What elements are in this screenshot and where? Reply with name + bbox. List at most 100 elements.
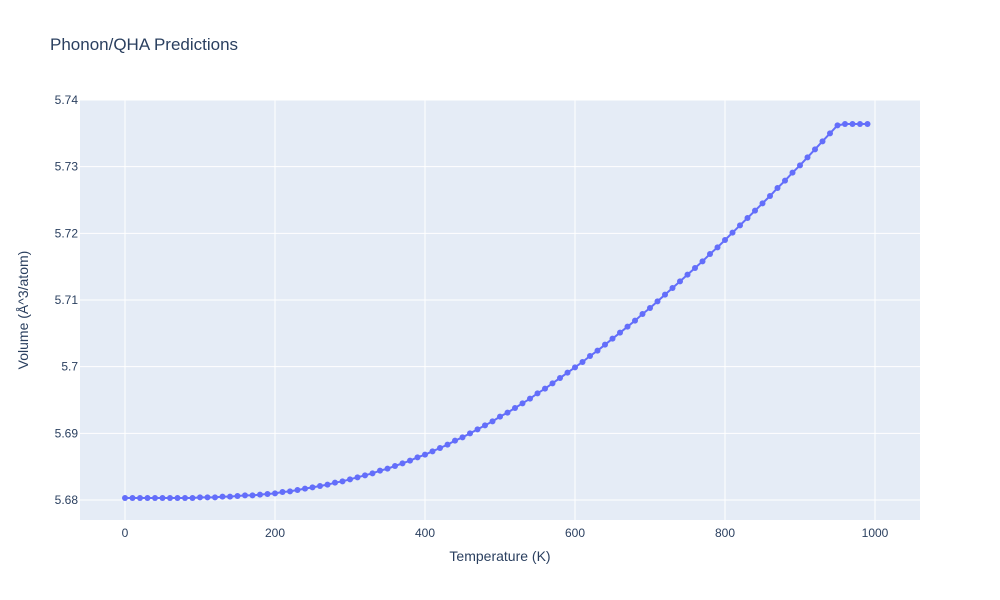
data-point xyxy=(849,121,856,127)
data-point xyxy=(534,390,541,397)
data-point xyxy=(137,495,143,501)
data-point xyxy=(744,215,751,221)
data-point xyxy=(474,426,481,433)
y-tick-label: 5.68 xyxy=(55,493,79,507)
data-point xyxy=(129,495,136,501)
data-point xyxy=(279,489,286,495)
x-tick-label: 1000 xyxy=(862,526,889,540)
data-point xyxy=(857,121,863,127)
x-tick-label: 800 xyxy=(715,526,735,540)
data-point xyxy=(332,479,338,486)
data-point xyxy=(257,491,263,498)
data-point xyxy=(587,353,593,359)
data-point xyxy=(827,130,833,137)
data-point xyxy=(354,474,361,481)
data-point xyxy=(789,169,796,176)
x-tick-label: 400 xyxy=(415,526,435,540)
data-point xyxy=(797,162,803,169)
data-point xyxy=(122,495,128,501)
data-point xyxy=(189,495,196,501)
x-axis-title: Temperature (K) xyxy=(449,548,550,564)
data-point xyxy=(309,484,316,491)
data-point xyxy=(294,487,301,493)
data-point xyxy=(602,341,608,348)
data-point xyxy=(729,229,736,236)
data-point xyxy=(639,311,646,317)
data-point xyxy=(609,335,616,342)
data-point xyxy=(707,251,713,257)
grid-layer xyxy=(80,99,920,520)
data-point xyxy=(452,437,458,444)
data-point xyxy=(722,237,728,243)
plot-background xyxy=(80,100,920,520)
data-point xyxy=(677,278,683,285)
data-point xyxy=(489,418,496,425)
data-point xyxy=(564,369,571,376)
y-tick-label: 5.72 xyxy=(55,226,79,240)
data-point xyxy=(144,495,151,501)
data-point xyxy=(212,494,218,501)
data-point xyxy=(384,465,391,472)
data-point xyxy=(197,494,203,501)
data-point xyxy=(242,492,248,499)
data-point xyxy=(497,413,503,420)
data-point xyxy=(287,488,293,495)
data-point xyxy=(234,493,241,499)
data-point xyxy=(819,138,826,145)
data-point xyxy=(527,395,533,402)
data-point xyxy=(654,298,661,305)
data-point xyxy=(662,291,668,298)
data-point xyxy=(617,329,623,336)
y-tick-label: 5.7 xyxy=(61,360,78,374)
data-point xyxy=(392,463,398,469)
data-point xyxy=(302,485,308,492)
data-point xyxy=(557,375,563,381)
y-tick-label: 5.69 xyxy=(55,426,79,440)
data-point xyxy=(407,457,413,464)
data-point xyxy=(437,445,443,451)
data-point xyxy=(339,478,346,485)
data-point xyxy=(459,434,466,441)
data-point xyxy=(624,323,631,330)
data-point xyxy=(519,400,526,407)
data-point xyxy=(152,495,158,501)
data-point xyxy=(204,494,211,501)
chart-title: Phonon/QHA Predictions xyxy=(50,35,238,54)
x-tick-label: 0 xyxy=(122,526,129,540)
data-point xyxy=(422,451,428,458)
data-point xyxy=(774,185,781,191)
data-point xyxy=(377,467,383,474)
data-point xyxy=(264,491,271,497)
data-point xyxy=(467,430,473,437)
data-point xyxy=(219,493,226,500)
data-point xyxy=(737,222,743,229)
tick-labels: 0 200 400 600 800 1000 5.68 5.69 5.7 5.71 5.72 5.73… xyxy=(55,93,889,540)
data-point xyxy=(579,359,586,365)
data-point xyxy=(429,448,436,455)
data-point xyxy=(834,122,841,129)
data-point xyxy=(174,495,181,501)
data-point xyxy=(767,193,773,199)
series-line xyxy=(125,123,868,499)
series-layer xyxy=(122,121,871,501)
data-point xyxy=(669,285,676,291)
data-point xyxy=(504,409,511,416)
data-point xyxy=(714,244,721,251)
data-point xyxy=(414,454,421,461)
data-point xyxy=(444,441,451,448)
data-point xyxy=(782,177,788,184)
data-point xyxy=(482,422,488,429)
data-point xyxy=(699,258,706,265)
data-point xyxy=(542,385,548,392)
data-point xyxy=(759,200,766,207)
data-point xyxy=(159,495,166,501)
data-point xyxy=(692,265,698,271)
data-point xyxy=(684,271,691,278)
data-point xyxy=(804,154,811,161)
data-point xyxy=(347,476,353,483)
data-point xyxy=(549,380,556,387)
data-point xyxy=(812,146,818,153)
data-point xyxy=(362,472,368,479)
